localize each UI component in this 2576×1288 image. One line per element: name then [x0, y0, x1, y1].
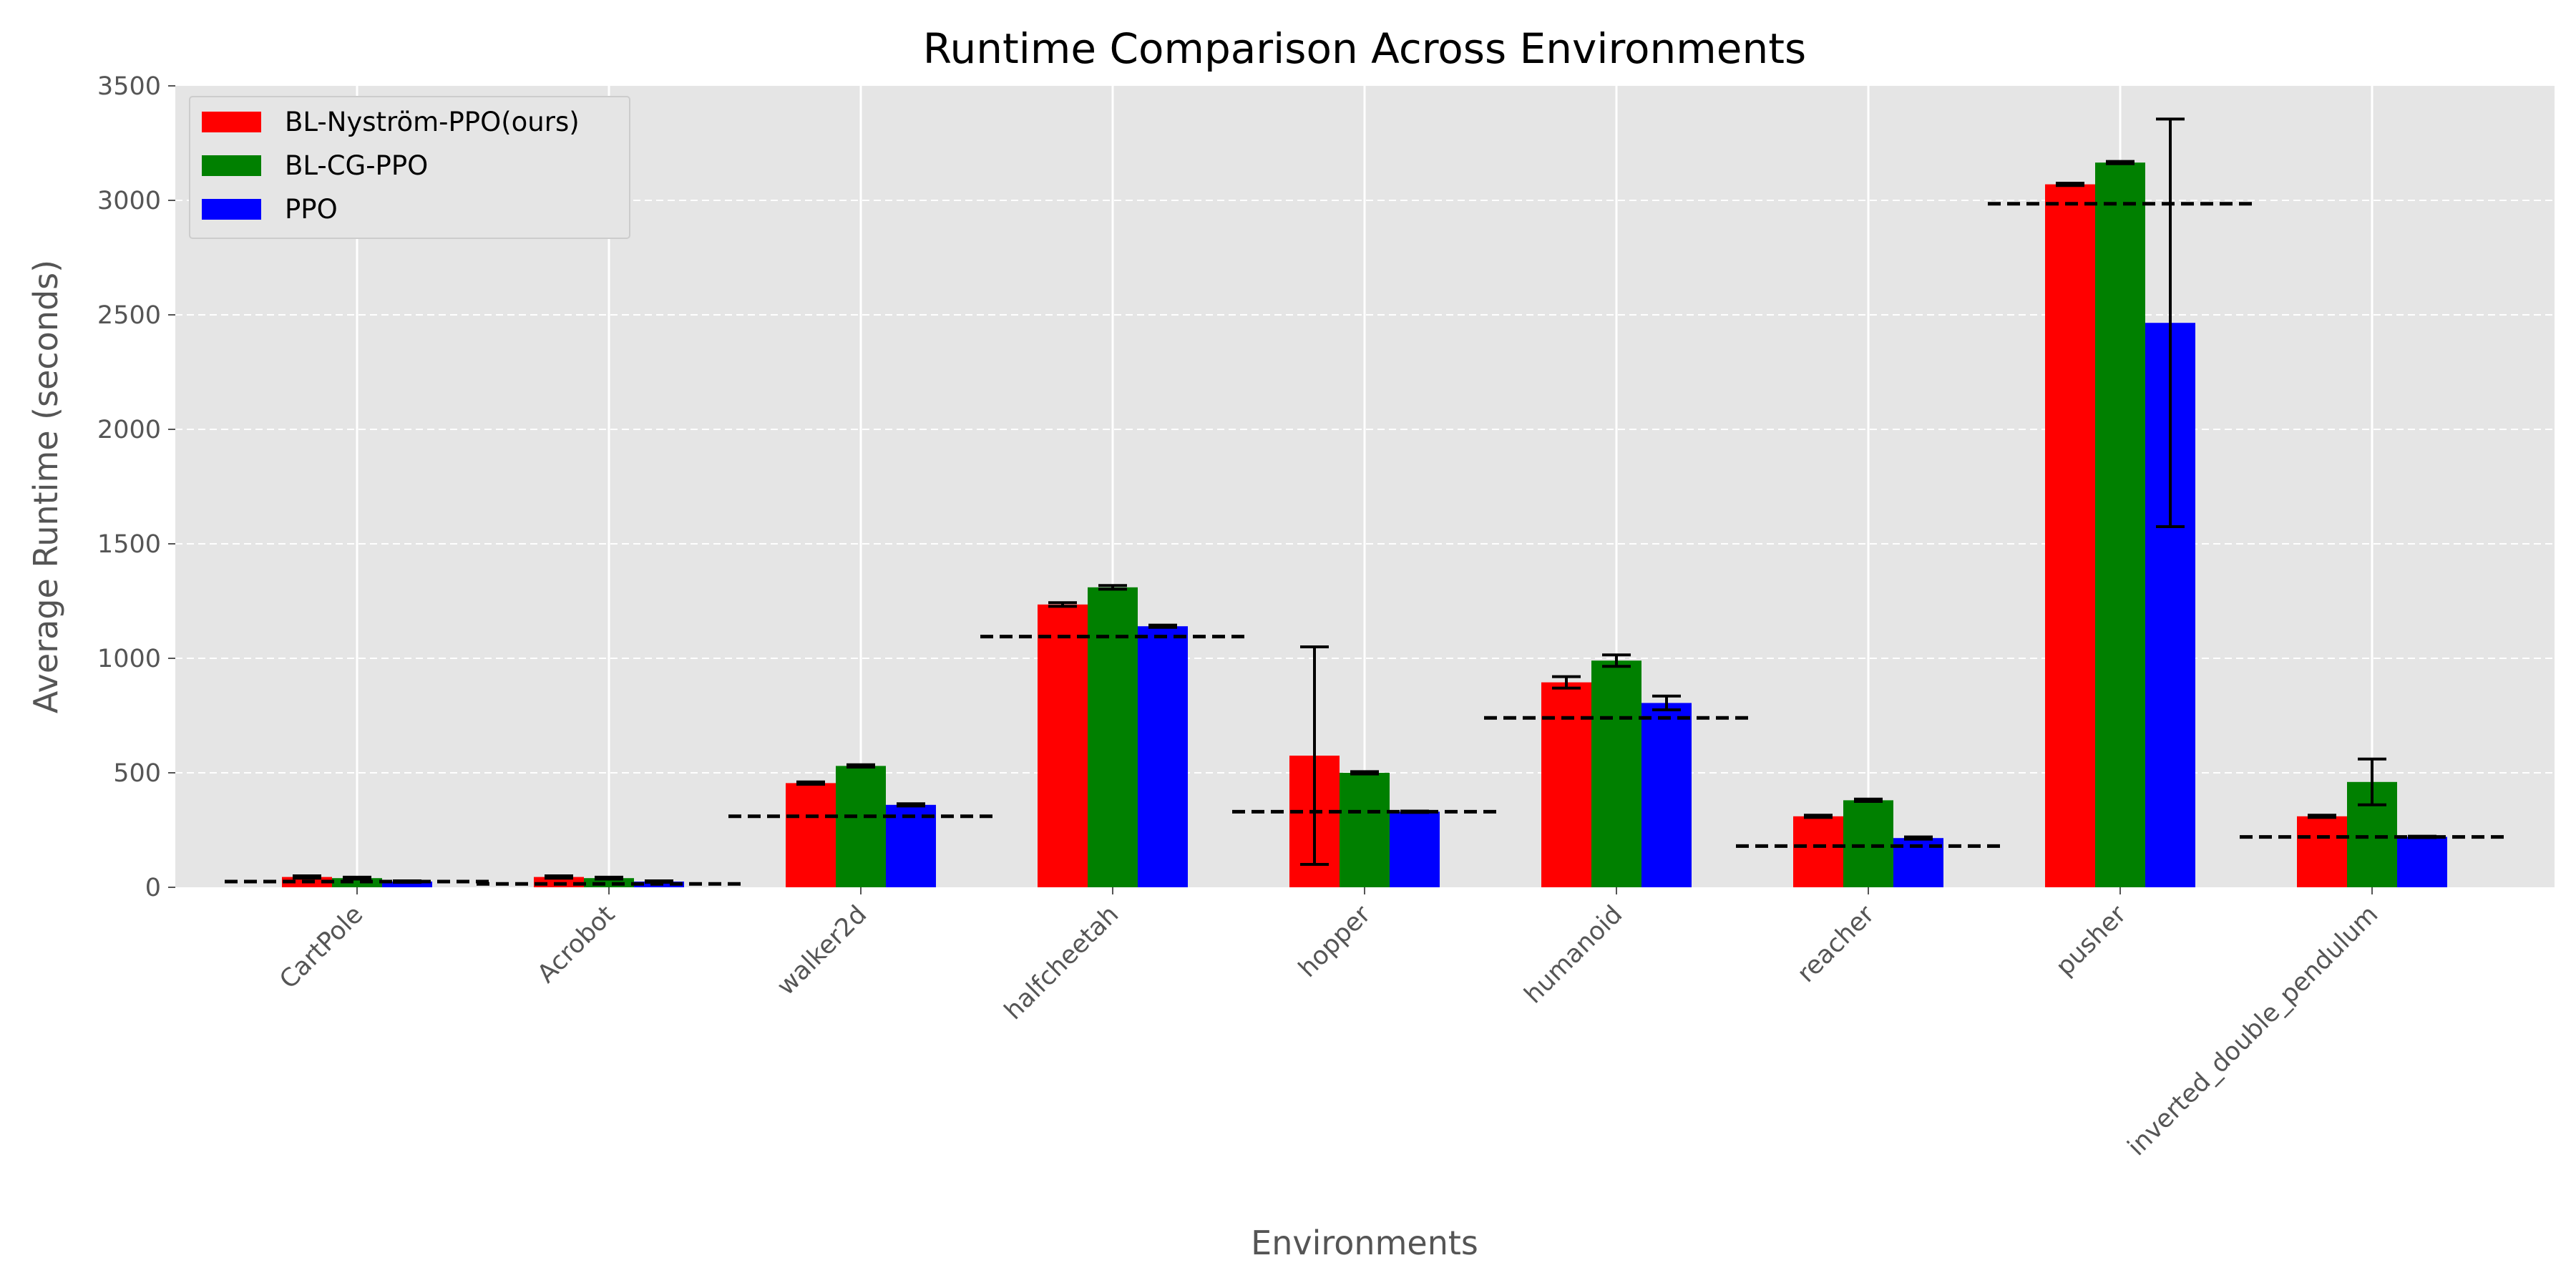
- bar: [886, 804, 936, 887]
- bar: [786, 783, 836, 887]
- bar: [1641, 703, 1692, 887]
- x-tick-label: reacher: [1792, 900, 1880, 988]
- bar: [2397, 836, 2447, 887]
- x-tick-label: walker2d: [771, 900, 872, 1001]
- y-tick-label: 3500: [97, 72, 161, 101]
- legend-swatch-cg: [202, 155, 261, 176]
- bar: [2045, 184, 2095, 888]
- chart-title: Runtime Comparison Across Environments: [923, 24, 1806, 73]
- bar: [1390, 811, 1440, 887]
- y-tick-label: 2000: [97, 416, 161, 444]
- x-tick-label: inverted_double_pendulum: [2122, 900, 2384, 1161]
- y-axis-ticks: 0 500 1000 1500 2000 2500 3000 3500: [97, 72, 175, 902]
- reference-lines: [225, 202, 2504, 886]
- y-tick-label: 3000: [97, 187, 161, 215]
- y-tick-label: 500: [113, 759, 161, 788]
- x-tick-label: hopper: [1293, 900, 1376, 983]
- x-tick-label: pusher: [2051, 900, 2132, 982]
- bar: [1038, 604, 1088, 887]
- legend: BL-Nyström-PPO(ours) BL-CG-PPO PPO: [189, 96, 630, 239]
- bar: [1793, 816, 1843, 887]
- legend-label-nystrom: BL-Nyström-PPO(ours): [285, 107, 580, 137]
- bar: [1340, 773, 1390, 887]
- bar: [1843, 800, 1893, 887]
- legend-swatch-ppo: [202, 199, 261, 220]
- y-tick-label: 1000: [97, 645, 161, 673]
- legend-swatch-nystrom: [202, 112, 261, 132]
- legend-label-cg: BL-CG-PPO: [285, 150, 428, 181]
- x-tick-label: humanoid: [1519, 900, 1628, 1009]
- bar: [1541, 682, 1591, 887]
- x-tick-label: halfcheetah: [999, 900, 1124, 1025]
- bar: [382, 882, 432, 887]
- bar: [1088, 587, 1138, 887]
- bar: [836, 766, 886, 887]
- legend-frame: [189, 96, 630, 239]
- y-tick-label: 1500: [97, 530, 161, 559]
- bar: [1591, 660, 1641, 887]
- y-tick-label: 2500: [97, 301, 161, 330]
- x-axis-ticks: CartPole Acrobot walker2d halfcheetah hopper…: [274, 887, 2384, 1161]
- x-tick-label: Acrobot: [532, 900, 621, 989]
- x-axis-label: Environments: [1251, 1224, 1478, 1262]
- bar: [1138, 626, 1188, 887]
- y-axis-label: Average Runtime (seconds): [26, 260, 65, 713]
- bar: [2095, 162, 2145, 887]
- x-tick-label: CartPole: [274, 900, 369, 995]
- bar: [2297, 816, 2347, 887]
- legend-label-ppo: PPO: [285, 194, 338, 225]
- y-tick-label: 0: [145, 874, 161, 902]
